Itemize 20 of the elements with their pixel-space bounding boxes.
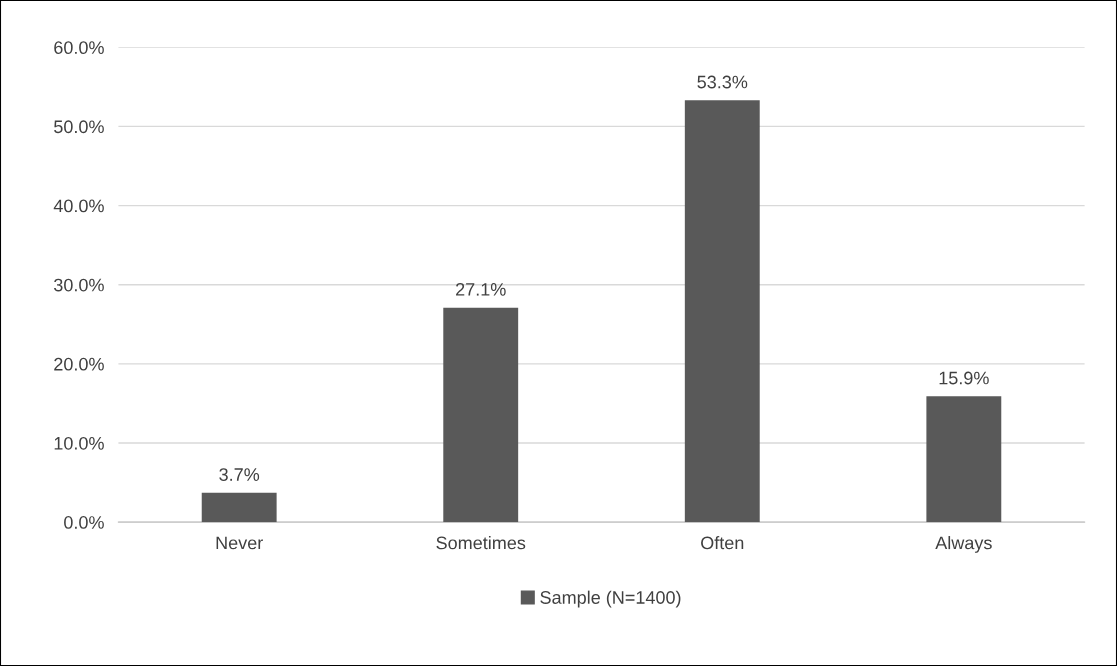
data-label: 3.7% [219, 468, 260, 481]
legend-label: Sample (N=1400) [540, 590, 681, 608]
x-tick-label: Always [935, 536, 992, 553]
bar [201, 492, 277, 523]
y-tick-label: 40.0% [53, 199, 104, 213]
data-label: 15.9% [939, 371, 989, 385]
y-tick-label: 50.0% [54, 120, 104, 134]
y-tick-label: 20.0% [54, 357, 104, 371]
x-tick-label: Never [216, 536, 263, 550]
y-tick-label: 60.0% [54, 41, 104, 55]
bar [443, 307, 519, 523]
y-tick-label: 0.0% [64, 516, 104, 529]
bar [926, 396, 1002, 523]
bar [684, 100, 760, 523]
y-tick-label: 10.0% [54, 436, 104, 450]
x-tick-label: Sometimes [436, 536, 526, 550]
x-tick-label: Often [701, 536, 744, 550]
data-label: 27.1% [456, 282, 506, 296]
y-tick-label: 30.0% [54, 278, 104, 292]
data-label: 53.3% [697, 75, 748, 89]
